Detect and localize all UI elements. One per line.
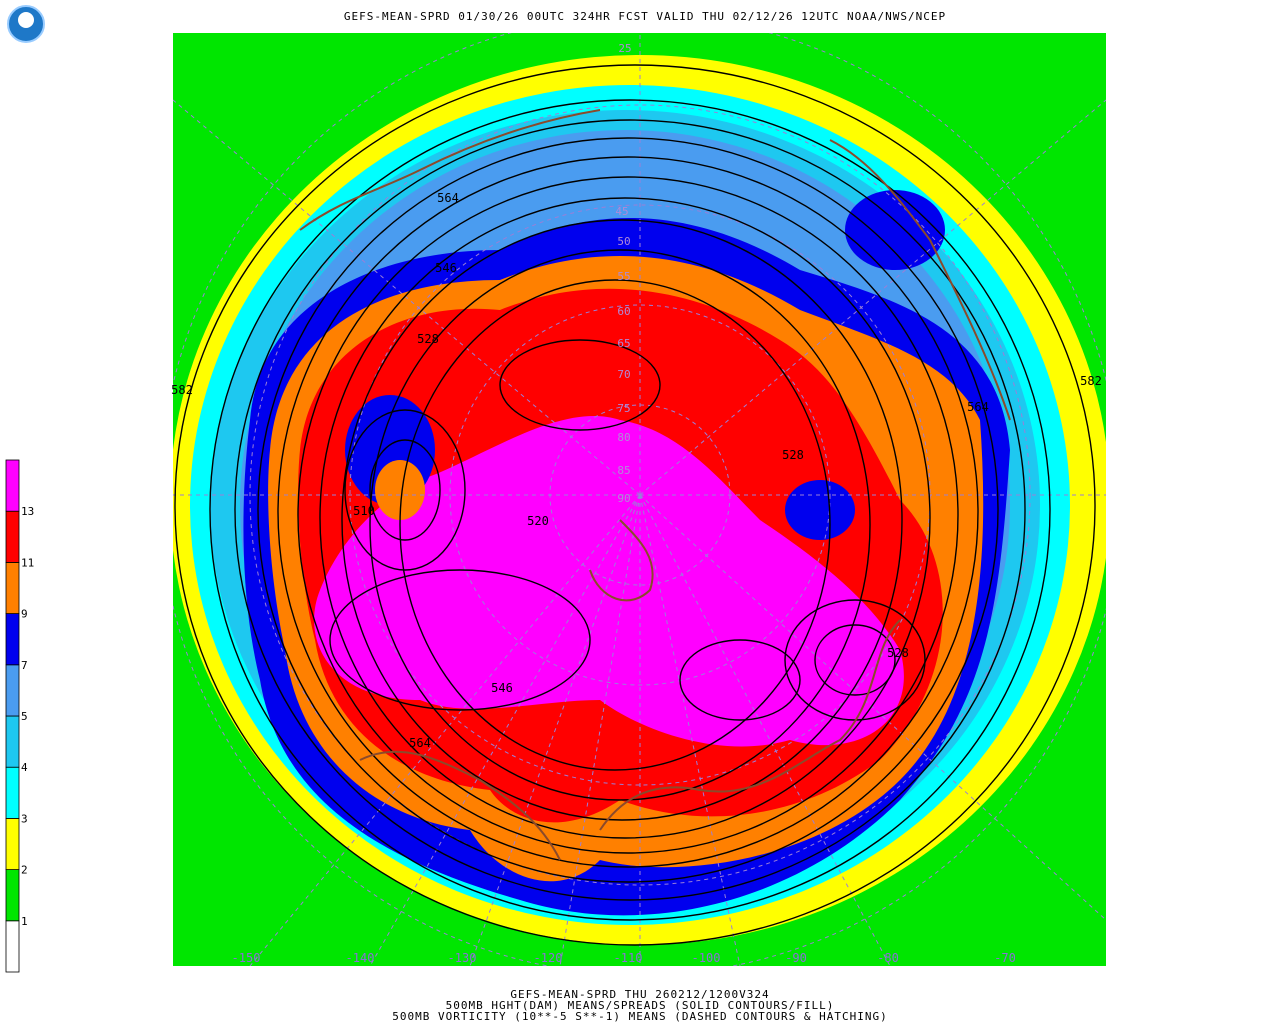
contour-label: 528 — [782, 448, 804, 462]
contour-label: 582 — [171, 383, 193, 397]
colorbar-swatch — [5, 459, 20, 512]
coastlines — [299, 109, 1011, 861]
contour-label: 510 — [353, 504, 375, 518]
graticule — [173, 33, 1106, 966]
contour-label: 520 — [527, 514, 549, 528]
colorbar-label: 4 — [21, 761, 28, 774]
colorbar-swatch — [5, 818, 20, 871]
contour-label: 528 — [887, 646, 909, 660]
longitude-label: -100 — [692, 951, 721, 965]
colorbar-label: 13 — [21, 505, 34, 518]
map — [173, 33, 1106, 966]
contour-label: 528 — [417, 332, 439, 346]
title: GEFS-MEAN-SPRD 01/30/26 00UTC 324HR FCST… — [344, 10, 946, 23]
colorbar-swatch — [5, 869, 20, 922]
latitude-label: 75 — [617, 402, 630, 415]
colorbar: 1 2 3 4 5 7 9 11 13 — [5, 459, 34, 973]
latitude-label: 65 — [617, 337, 630, 350]
colorbar-label: 5 — [21, 710, 28, 723]
contour-label: 564 — [967, 400, 989, 414]
latitude-label: 45 — [615, 205, 628, 218]
colorbar-label: 1 — [21, 915, 28, 928]
longitude-label: -150 — [232, 951, 261, 965]
contour-label: 546 — [491, 681, 513, 695]
latitude-label: 70 — [617, 368, 630, 381]
colorbar-swatch — [5, 766, 20, 819]
contour-label: 564 — [409, 736, 431, 750]
noaa-logo — [7, 5, 45, 43]
longitude-label: -130 — [448, 951, 477, 965]
contour-label: 546 — [435, 261, 457, 275]
latitude-label: 25 — [618, 42, 631, 55]
colorbar-label: 2 — [21, 864, 28, 877]
contour-label: 582 — [1080, 374, 1102, 388]
colorbar-swatch — [5, 510, 20, 563]
latitude-label: 60 — [617, 305, 630, 318]
colorbar-swatch — [5, 562, 20, 615]
latitude-label: 55 — [617, 270, 630, 283]
footer-line: 500MB HGHT(DAM) MEANS/SPREADS (SOLID CON… — [446, 999, 835, 1012]
colorbar-swatch — [5, 920, 20, 973]
contour-label: 564 — [437, 191, 459, 205]
colorbar-label: 9 — [21, 608, 28, 621]
colorbar-label: 11 — [21, 556, 34, 569]
longitude-label: -70 — [994, 951, 1016, 965]
latitude-label: 50 — [617, 235, 630, 248]
colorbar-swatch — [5, 613, 20, 666]
longitude-label: -120 — [534, 951, 563, 965]
longitude-label: -140 — [346, 951, 375, 965]
footer-line: GEFS-MEAN-SPRD THU 260212/1200V324 — [510, 988, 769, 1001]
colorbar-swatch — [5, 715, 20, 768]
latitude-label: 85 — [617, 464, 630, 477]
longitude-label: -80 — [877, 951, 899, 965]
height-contours — [174, 64, 1096, 946]
colorbar-label: 3 — [21, 812, 28, 825]
longitude-label: -110 — [614, 951, 643, 965]
map-labels: 564 546 528 520 510 546 564 528 528 582 582 564 25 45… — [171, 42, 1102, 965]
longitude-label: -90 — [785, 951, 807, 965]
colorbar-swatch — [5, 664, 20, 717]
latitude-label: 90 — [617, 492, 630, 505]
latitude-label: 80 — [617, 431, 630, 444]
colorbar-label: 7 — [21, 659, 28, 672]
footer-line: 500MB VORTICITY (10**-5 S**-1) MEANS (DA… — [392, 1010, 887, 1023]
